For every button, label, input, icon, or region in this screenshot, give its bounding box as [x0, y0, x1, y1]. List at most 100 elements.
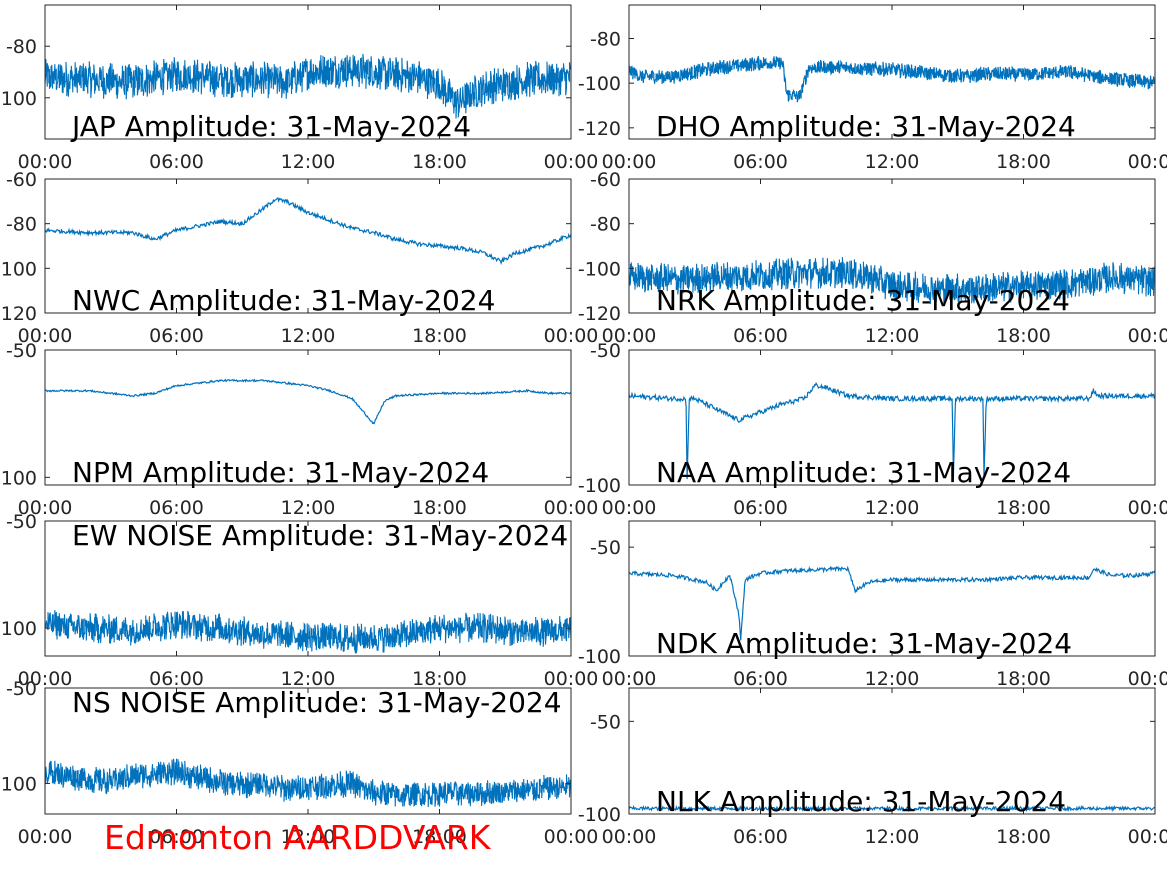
x-tick-label: 12:00: [865, 151, 920, 173]
x-tick-label: 06:00: [733, 497, 788, 519]
x-tick-label: 06:00: [149, 668, 204, 690]
y-tick-label: -80: [590, 29, 621, 51]
x-tick-label: 06:00: [149, 325, 204, 347]
x-tick-label: 00:00: [602, 151, 657, 173]
series-line: [45, 197, 571, 266]
x-tick-label: 18:00: [996, 325, 1051, 347]
y-tick-label: -50: [6, 340, 37, 362]
panel-title: EW NOISE Amplitude: 31-May-2024: [72, 519, 568, 552]
x-tick-label: 06:00: [733, 325, 788, 347]
y-tick-label: 120: [1, 303, 37, 325]
y-tick-label: 100: [1, 773, 37, 795]
panel-6: 00:00 06:00 12:00 18:00 00:00 -50 100 EW NOISE …: [1, 511, 599, 690]
y-tick-label: 100: [1, 258, 37, 280]
y-tick-label: -80: [590, 214, 621, 236]
x-tick-label: 00:00: [1128, 668, 1167, 690]
x-tick-label: 18:00: [412, 826, 467, 848]
x-tick-label: 00:00: [18, 497, 73, 519]
x-tick-label: 00:00: [602, 497, 657, 519]
x-tick-label: 00:00: [18, 668, 73, 690]
y-tick-label: 100: [1, 618, 37, 640]
panel-title: DHO Amplitude: 31-May-2024: [656, 110, 1076, 143]
x-tick-label: 12:00: [281, 497, 336, 519]
x-tick-label: 00:00: [1128, 151, 1167, 173]
panel-3: 00:00 06:00 12:00 18:00 00:00 -60 -80 -100 -120 N…: [578, 169, 1167, 347]
panel-0: 00:00 06:00 12:00 18:00 00:00 -80 100 JAP Ampli…: [1, 4, 599, 173]
station-footer: Edmonton AARDDVARK: [104, 818, 491, 857]
panel-title: NLK Amplitude: 31-May-2024: [656, 785, 1066, 818]
y-tick-label: 100: [1, 467, 37, 489]
series-line: [629, 257, 1155, 305]
x-tick-label: 06:00: [149, 497, 204, 519]
y-tick-label: -50: [590, 340, 621, 362]
x-tick-label: 18:00: [996, 497, 1051, 519]
x-tick-label: 00:00: [544, 151, 599, 173]
y-tick-label: -100: [578, 258, 621, 280]
series-line: [45, 758, 571, 808]
panel-4: 00:00 06:00 12:00 18:00 00:00 -50 100 NPM Ampli…: [1, 340, 599, 519]
x-tick-label: 00:00: [544, 325, 599, 347]
x-tick-label: 00:00: [602, 668, 657, 690]
x-tick-label: 18:00: [412, 151, 467, 173]
x-tick-label: 00:00: [1128, 826, 1167, 848]
panel-title: NAA Amplitude: 31-May-2024: [656, 456, 1071, 489]
x-tick-label: 18:00: [412, 325, 467, 347]
x-tick-label: 00:00: [544, 497, 599, 519]
x-tick-label: 00:00: [602, 325, 657, 347]
x-tick-label: 12:00: [865, 668, 920, 690]
x-tick-label: 18:00: [412, 497, 467, 519]
x-tick-label: 18:00: [412, 668, 467, 690]
panel-title: NWC Amplitude: 31-May-2024: [72, 284, 495, 317]
x-tick-label: 12:00: [865, 497, 920, 519]
y-tick-label: -50: [590, 537, 621, 559]
y-tick-label: -80: [6, 214, 37, 236]
panel-title: NDK Amplitude: 31-May-2024: [656, 627, 1072, 660]
y-tick-label: -120: [578, 303, 621, 325]
y-tick-label: -60: [590, 169, 621, 191]
panel-title: JAP Amplitude: 31-May-2024: [70, 110, 471, 143]
panel-2: 00:00 06:00 12:00 18:00 00:00 -60 -80 100 120 NWC…: [1, 169, 599, 347]
x-tick-label: 18:00: [996, 826, 1051, 848]
panel-title: NS NOISE Amplitude: 31-May-2024: [72, 686, 562, 719]
panel-title: NRK Amplitude: 31-May-2024: [656, 284, 1070, 317]
y-tick-label: -100: [578, 475, 621, 497]
x-tick-label: 00:00: [18, 325, 73, 347]
x-tick-label: 06:00: [733, 826, 788, 848]
series-line: [45, 610, 571, 654]
series-line: [629, 381, 1155, 480]
x-tick-label: 12:00: [281, 325, 336, 347]
x-tick-label: 06:00: [149, 826, 204, 848]
panel-7: 00:00 06:00 12:00 18:00 00:00 -50 -100 NDK Ampl…: [578, 520, 1167, 690]
x-tick-label: 12:00: [281, 668, 336, 690]
series-line: [45, 53, 571, 119]
y-tick-label: -100: [578, 646, 621, 668]
y-tick-label: -120: [578, 118, 621, 140]
x-tick-label: 00:00: [18, 826, 73, 848]
series-line: [629, 55, 1155, 103]
x-tick-label: 12:00: [281, 826, 336, 848]
y-tick-label: -60: [6, 169, 37, 191]
x-tick-label: 06:00: [733, 668, 788, 690]
x-tick-label: 00:00: [602, 826, 657, 848]
panel-9: 00:00 06:00 12:00 18:00 00:00 -50 -100 NLK Ampl…: [578, 687, 1167, 848]
panel-5: 00:00 06:00 12:00 18:00 00:00 -50 -100 NAA Ampl…: [578, 340, 1167, 519]
y-tick-label: -100: [578, 804, 621, 826]
panel-8: 00:00 06:00 12:00 18:00 00:00 -50 100 NS NOISE …: [1, 678, 599, 848]
x-tick-label: 12:00: [281, 151, 336, 173]
series-line: [45, 378, 571, 425]
x-tick-label: 06:00: [149, 151, 204, 173]
y-tick-label: 100: [1, 88, 37, 110]
x-tick-label: 00:00: [1128, 497, 1167, 519]
x-tick-label: 12:00: [865, 826, 920, 848]
x-tick-label: 00:00: [18, 151, 73, 173]
y-tick-label: -80: [6, 36, 37, 58]
x-tick-label: 18:00: [996, 151, 1051, 173]
y-tick-label: -50: [590, 711, 621, 733]
y-tick-label: -50: [6, 678, 37, 700]
y-tick-label: -50: [6, 511, 37, 533]
x-tick-label: 00:00: [544, 826, 599, 848]
x-tick-label: 06:00: [733, 151, 788, 173]
series-line: [629, 565, 1155, 641]
x-tick-label: 18:00: [996, 668, 1051, 690]
